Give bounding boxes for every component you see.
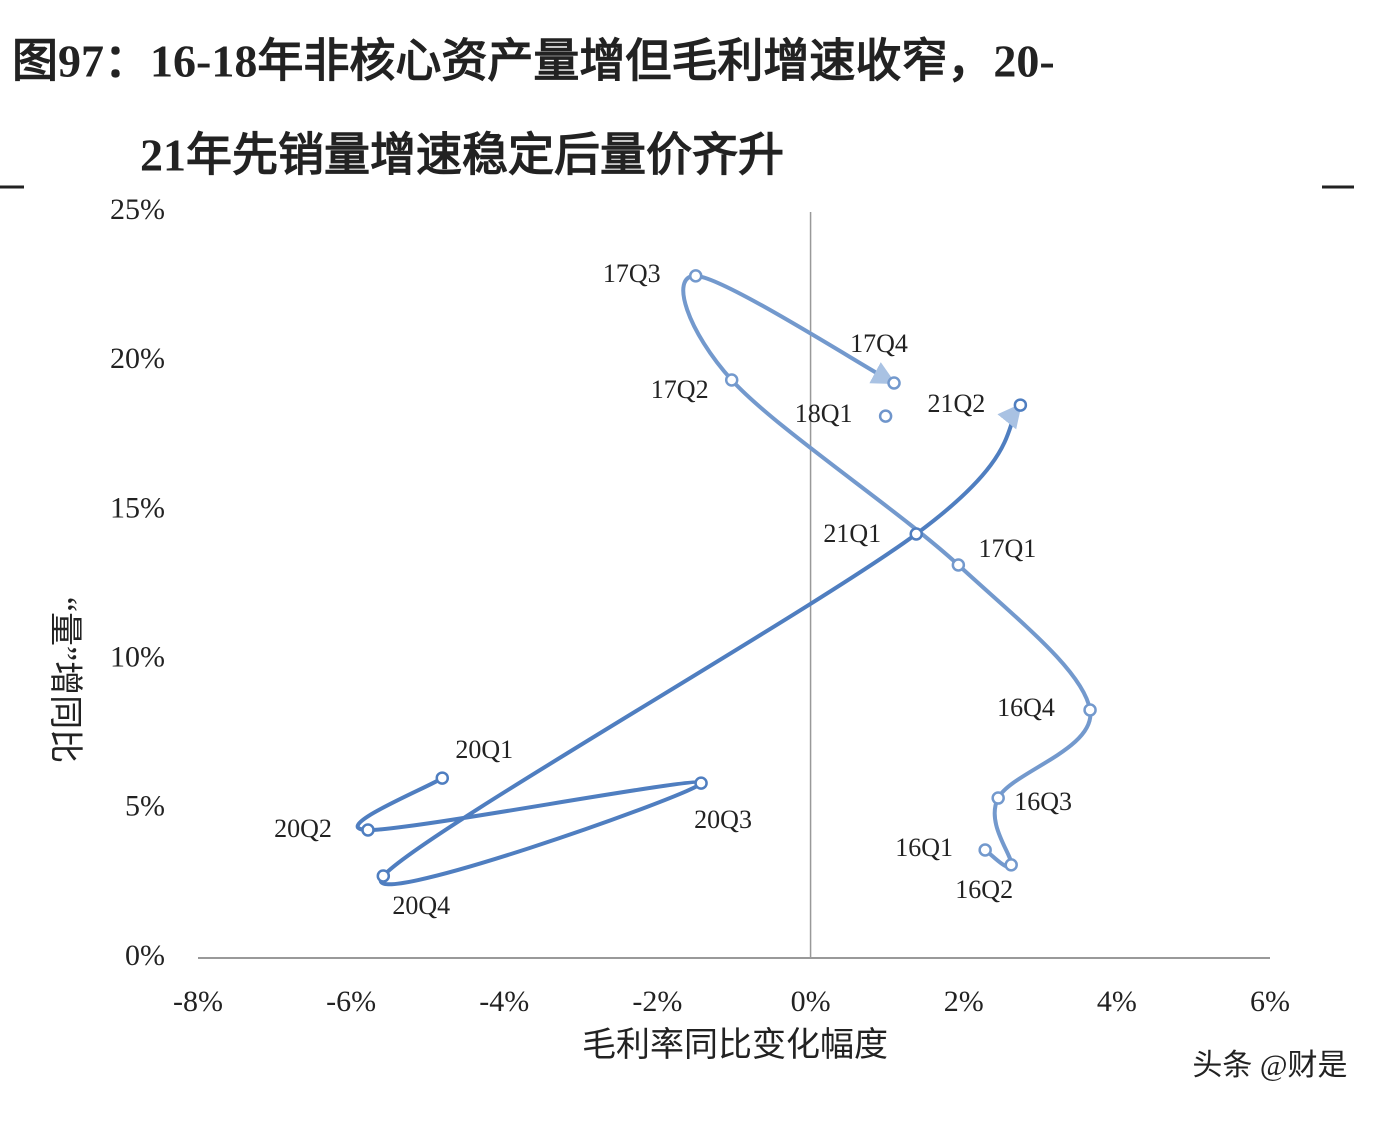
point-label: 20Q1 [455, 735, 513, 764]
point-label: 17Q4 [850, 329, 908, 358]
y-tick-label: 0% [125, 939, 165, 972]
series-line [681, 273, 1093, 869]
point-label: 18Q1 [795, 399, 853, 428]
y-axis-label: “量”增同比 [46, 597, 84, 763]
point-label: 17Q1 [978, 534, 1036, 563]
chart-title: 图97：16-18年非核心资产量增但毛利增速收窄，20- [12, 36, 1055, 87]
x-tick-label: -6% [326, 985, 376, 1018]
point [909, 527, 923, 541]
y-tick-label: 10% [110, 640, 165, 673]
point-label: 16Q4 [997, 693, 1055, 722]
point [361, 823, 375, 837]
series-line [355, 403, 1022, 887]
point-label: 17Q2 [651, 375, 709, 404]
point [951, 558, 966, 572]
y-tick-label: 25% [110, 193, 165, 226]
x-tick-label: 6% [1250, 985, 1290, 1018]
point-label: 20Q2 [274, 814, 332, 843]
x-tick-label: -4% [479, 985, 529, 1018]
point-label: 21Q2 [927, 389, 985, 418]
point [991, 791, 1005, 805]
x-tick-label: -2% [632, 985, 682, 1018]
point [376, 869, 391, 883]
point [1004, 858, 1018, 872]
y-tick-label: 20% [110, 342, 165, 375]
point-label: 20Q3 [694, 805, 752, 834]
y-tick-label: 5% [125, 790, 165, 823]
point [878, 409, 893, 423]
x-tick-label: 0% [791, 985, 831, 1018]
y-tick-label: 15% [110, 491, 165, 524]
x-tick-label: -8% [173, 985, 223, 1018]
point [887, 376, 901, 390]
point [688, 269, 703, 283]
point-label: 17Q3 [603, 259, 661, 288]
point-label: 20Q4 [392, 891, 450, 920]
point [978, 843, 992, 857]
point [694, 776, 708, 790]
point-label: 16Q2 [955, 875, 1013, 904]
chart-title: 21年先销量增速稳定后量价齐升 [140, 130, 784, 181]
point-label: 21Q1 [823, 519, 881, 548]
point-label: 16Q1 [895, 833, 953, 862]
point [1083, 703, 1097, 717]
point [724, 373, 739, 387]
x-axis-label: 毛利率同比变化幅度 [582, 1026, 888, 1064]
point [1013, 398, 1028, 412]
watermark: 头条 @财是 [1192, 1049, 1347, 1082]
point-label: 16Q3 [1014, 787, 1072, 816]
x-tick-label: 4% [1097, 985, 1137, 1018]
x-tick-label: 2% [944, 985, 984, 1018]
point [435, 771, 450, 785]
